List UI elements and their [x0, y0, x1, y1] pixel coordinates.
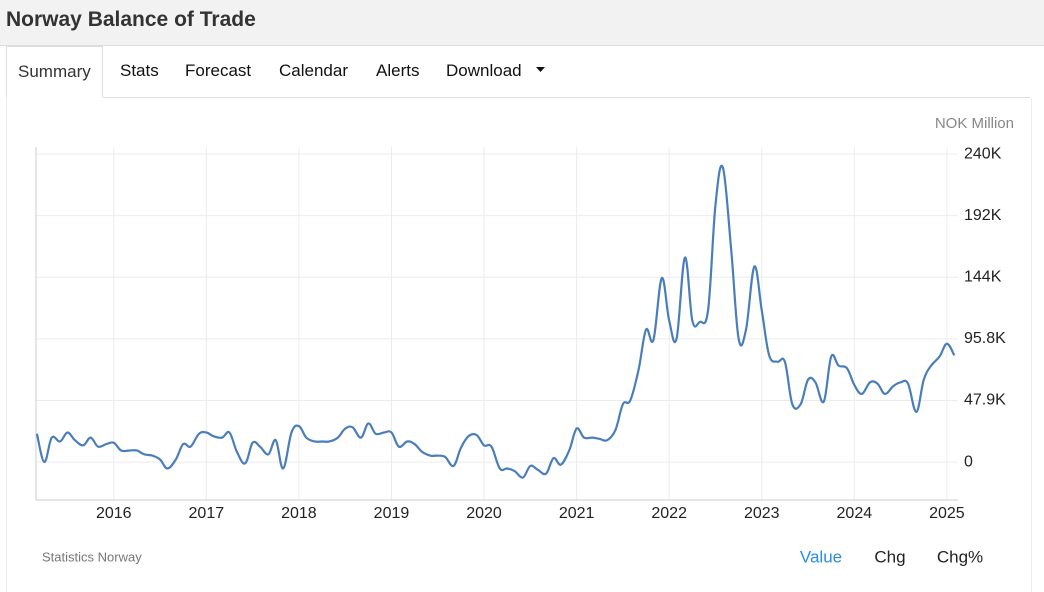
tab[interactable]: Download [446, 61, 522, 80]
x-tick-label: 2022 [651, 505, 687, 522]
y-tick-label: 0 [964, 453, 973, 470]
x-tick-label: 2018 [281, 505, 317, 522]
y-tick-label: 144K [964, 268, 1002, 285]
x-tick-label: 2024 [837, 505, 873, 522]
series-line [35, 164, 956, 479]
tab-bar: Summary Stats Forecast Calendar Alerts D… [6, 46, 1030, 98]
y-tick-label: 47.9K [964, 392, 1006, 409]
tab[interactable]: Calendar [279, 61, 348, 80]
x-tick-label: 2021 [559, 505, 595, 522]
header: Norway Balance of Trade [0, 0, 1044, 46]
x-tick-label: 2023 [744, 505, 780, 522]
y-tick-label: 240K [964, 145, 1002, 162]
page-title: Norway Balance of Trade [6, 8, 256, 31]
x-tick-label: 2025 [929, 505, 965, 522]
tab[interactable]: Stats [120, 61, 159, 80]
chart-panel [6, 98, 1032, 592]
x-tick-label: 2016 [96, 505, 132, 522]
tab[interactable]: Forecast [185, 61, 252, 80]
view-button[interactable]: Value [800, 547, 842, 566]
dropdown-caret[interactable] [536, 66, 546, 74]
x-tick-label: 2020 [466, 505, 502, 522]
x-tick-label: 2019 [374, 505, 410, 522]
y-tick-label: 95.8K [964, 330, 1006, 347]
source: Statistics Norway [42, 549, 142, 564]
view-button[interactable]: Chg [874, 547, 905, 566]
x-tick-label: 2017 [189, 505, 225, 522]
tab[interactable]: Alerts [376, 61, 420, 80]
y-axis-unit: NOK Million [935, 115, 1014, 132]
view-button[interactable]: Chg% [937, 547, 983, 566]
y-tick-label: 192K [964, 207, 1002, 224]
tab[interactable]: Summary [6, 46, 103, 98]
